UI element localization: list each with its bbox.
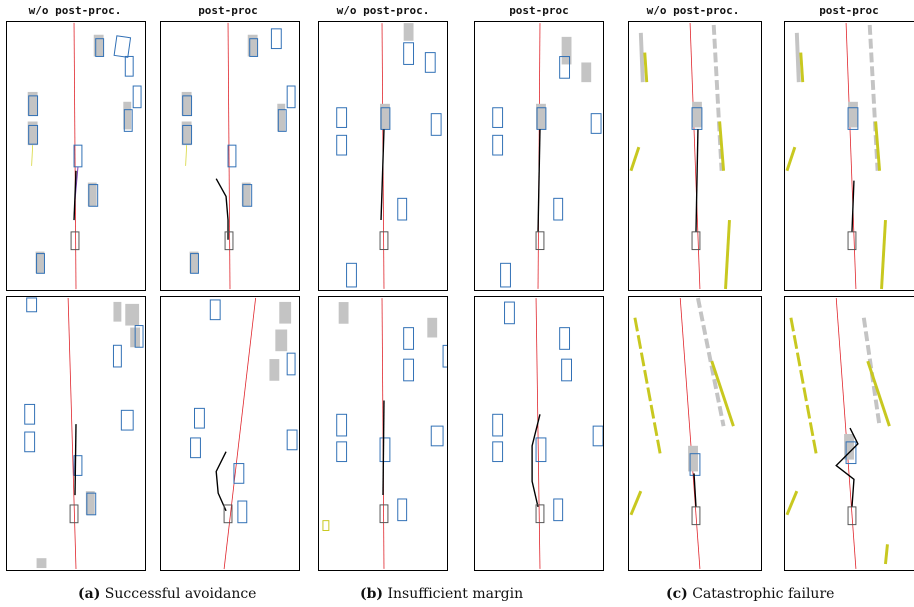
column-header-5: w/o post-proc. [646, 4, 740, 17]
caption-text: Successful avoidance [104, 586, 257, 602]
caption-label: (a) [78, 586, 101, 602]
caption-b: (b) Insufficient margin [360, 586, 523, 602]
panel-b-bottom-without-postproc [318, 296, 448, 571]
column-header-3: w/o post-proc. [336, 4, 430, 17]
scene-drawing [190, 297, 298, 570]
scene-drawing [492, 298, 603, 569]
caption-c: (c) Catastrophic failure [666, 586, 834, 602]
scene-drawing [27, 22, 142, 290]
panel-b-top-without-postproc [318, 21, 448, 291]
panel-c-top-postproc [784, 21, 914, 291]
scene-drawing [629, 23, 731, 290]
scene-drawing [629, 297, 735, 569]
panel-a-bottom-postproc [160, 296, 300, 571]
panel-a-bottom-without-postproc [6, 296, 146, 571]
panel-a-top-postproc [160, 21, 300, 291]
panel-c-top-without-postproc [628, 21, 762, 291]
scene-drawing [492, 23, 602, 289]
column-header-2: post-proc [198, 4, 258, 17]
caption-text: Insufficient margin [387, 586, 524, 602]
scene-drawing [181, 22, 296, 290]
scene-drawing [785, 298, 891, 569]
panel-b-top-postproc [474, 21, 604, 291]
column-header-6: post-proc [819, 4, 879, 17]
caption-label: (c) [666, 586, 688, 602]
caption-a: (a) Successful avoidance [78, 586, 256, 602]
panel-c-bottom-without-postproc [628, 296, 762, 571]
panel-a-top-without-postproc [6, 21, 146, 291]
scene-drawing [322, 298, 447, 569]
column-header-4: post-proc [509, 4, 569, 17]
scene-drawing [785, 23, 887, 290]
scene-drawing [24, 297, 144, 570]
scene-drawing [336, 23, 442, 289]
column-header-1: w/o post-proc. [28, 4, 122, 17]
caption-text: Catastrophic failure [692, 586, 835, 602]
caption-label: (b) [360, 586, 384, 602]
panel-b-bottom-postproc [474, 296, 604, 571]
panel-c-bottom-postproc [784, 296, 914, 571]
